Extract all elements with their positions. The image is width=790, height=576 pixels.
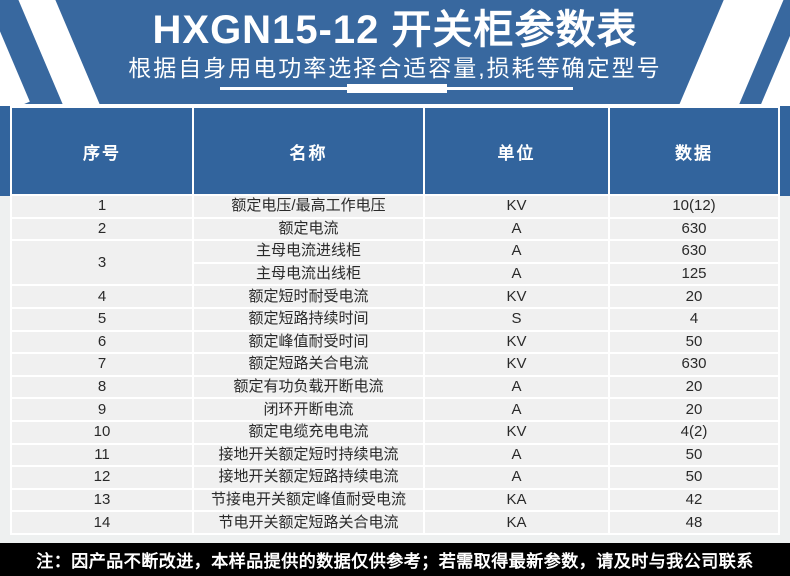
page-subtitle: 根据自身用电功率选择合适容量,损耗等确定型号 [128, 55, 662, 81]
row-number-cell: 8 [12, 376, 192, 398]
row-name-cell: 接地开关额定短路持续电流 [194, 467, 423, 488]
params-table: 序号 名称 单位 数据 1 额定电压/最高工作电压 KV 10(12) 2 额定电流 A 63… [10, 106, 780, 535]
row-unit-cell: A [425, 241, 608, 262]
table-row: 10 额定电缆充电电流 KV 4(2) [12, 421, 778, 443]
row-name-cell: 主母电流出线柜 [194, 263, 423, 285]
row-value-cell: 20 [610, 286, 778, 307]
row-name-cell: 节电开关额定短路关合电流 [194, 512, 423, 533]
table-row: 7 额定短路关合电流 KV 630 [12, 354, 778, 375]
row-value-cell: 125 [610, 263, 778, 285]
table-zone: 序号 名称 单位 数据 1 额定电压/最高工作电压 KV 10(12) 2 额定电流 A 63… [0, 106, 790, 543]
table-row: 6 额定峰值耐受时间 KV 50 [12, 331, 778, 353]
note-bar: 注：因产品不断改进，本样品提供的数据仅供参考；若需取得最新参数，请及时与我公司联… [0, 543, 790, 576]
col-header-no: 序号 [12, 108, 192, 194]
row-value-cell: 10(12) [610, 196, 778, 217]
row-value-cell: 50 [610, 467, 778, 488]
col-header-name: 名称 [194, 108, 423, 194]
row-name-cell: 额定短路关合电流 [194, 354, 423, 375]
row-value-cell: 50 [610, 444, 778, 466]
row-name-cell: 闭环开断电流 [194, 399, 423, 420]
row-unit-cell: A [425, 263, 608, 285]
note-text: 注：因产品不断改进，本样品提供的数据仅供参考；若需取得最新参数，请及时与我公司联… [36, 552, 754, 571]
row-number-cell: 5 [12, 308, 192, 330]
table-row: 3 主母电流进线柜 A 630 [12, 241, 778, 285]
table-row: 13 节接电开关额定峰值耐受电流 KA 42 [12, 489, 778, 511]
row-name-cell: 节接电开关额定峰值耐受电流 [194, 489, 423, 511]
row-name-cell: 额定电流 [194, 218, 423, 240]
row-number-cell: 2 [12, 218, 192, 240]
row-value-cell: 630 [610, 218, 778, 240]
page-title: HXGN15-12 开关柜参数表 [152, 8, 638, 52]
row-number-cell: 14 [12, 512, 192, 533]
table-row: 9 闭环开断电流 A 20 [12, 399, 778, 420]
row-unit-cell: S [425, 308, 608, 330]
row-unit-cell: A [425, 218, 608, 240]
row-name-cell: 额定短路持续时间 [194, 308, 423, 330]
row-unit-cell: KV [425, 354, 608, 375]
row-value-cell: 4 [610, 308, 778, 330]
row-name-cell: 接地开关额定短时持续电流 [194, 444, 423, 466]
table-row: 14 节电开关额定短路关合电流 KA 48 [12, 512, 778, 533]
row-name-cell: 额定有功负载开断电流 [194, 376, 423, 398]
banner: HXGN15-12 开关柜参数表 根据自身用电功率选择合适容量,损耗等确定型号 [0, 0, 790, 104]
table-header: 序号 名称 单位 数据 [12, 108, 778, 194]
table-row: 12 接地开关额定短路持续电流 A 50 [12, 467, 778, 488]
row-value-cell: 630 [610, 354, 778, 375]
row-unit-cell: KV [425, 196, 608, 217]
row-unit-cell: KA [425, 512, 608, 533]
row-unit-cell: A [425, 399, 608, 420]
table-row: 11 接地开关额定短时持续电流 A 50 [12, 444, 778, 466]
table-body: 1 额定电压/最高工作电压 KV 10(12) 2 额定电流 A 630 3 主母电流进线柜 A 63… [12, 196, 778, 533]
table-row: 4 额定短时耐受电流 KV 20 [12, 286, 778, 307]
row-unit-cell: A [425, 444, 608, 466]
row-number-cell: 9 [12, 399, 192, 420]
row-unit-cell: KV [425, 421, 608, 443]
row-number-cell: 11 [12, 444, 192, 466]
row-name-cell: 额定峰值耐受时间 [194, 331, 423, 353]
table-header-row: 序号 名称 单位 数据 [12, 108, 778, 194]
row-value-cell: 20 [610, 376, 778, 398]
row-number-cell: 1 [12, 196, 192, 217]
col-header-value: 数据 [610, 108, 778, 194]
row-value-cell: 50 [610, 331, 778, 353]
row-value-cell: 42 [610, 489, 778, 511]
row-unit-cell: KV [425, 286, 608, 307]
row-name-cell: 额定短时耐受电流 [194, 286, 423, 307]
table-row: 8 额定有功负载开断电流 A 20 [12, 376, 778, 398]
row-unit-cell: A [425, 376, 608, 398]
row-unit-cell: KV [425, 331, 608, 353]
row-number-cell: 6 [12, 331, 192, 353]
banner-separator-line [0, 104, 790, 106]
row-name-cell: 额定电压/最高工作电压 [194, 196, 423, 217]
row-number-cell: 7 [12, 354, 192, 375]
row-number-cell: 10 [12, 421, 192, 443]
divider-thick-segment [347, 84, 447, 93]
row-unit-cell: A [425, 467, 608, 488]
title-divider [220, 84, 573, 93]
table-row: 主母电流出线柜 A 125 [12, 263, 778, 285]
row-name-cell: 主母电流进线柜 [194, 241, 423, 262]
row-number-cell: 4 [12, 286, 192, 307]
table-row: 1 额定电压/最高工作电压 KV 10(12) [12, 196, 778, 217]
table-row: 2 额定电流 A 630 [12, 218, 778, 240]
row-number-cell: 3 [12, 241, 192, 285]
col-header-unit: 单位 [425, 108, 608, 194]
table-row: 5 额定短路持续时间 S 4 [12, 308, 778, 330]
row-name-cell: 额定电缆充电电流 [194, 421, 423, 443]
row-value-cell: 630 [610, 241, 778, 262]
row-value-cell: 4(2) [610, 421, 778, 443]
row-unit-cell: KA [425, 489, 608, 511]
row-value-cell: 20 [610, 399, 778, 420]
row-value-cell: 48 [610, 512, 778, 533]
row-number-cell: 12 [12, 467, 192, 488]
row-number-cell: 13 [12, 489, 192, 511]
